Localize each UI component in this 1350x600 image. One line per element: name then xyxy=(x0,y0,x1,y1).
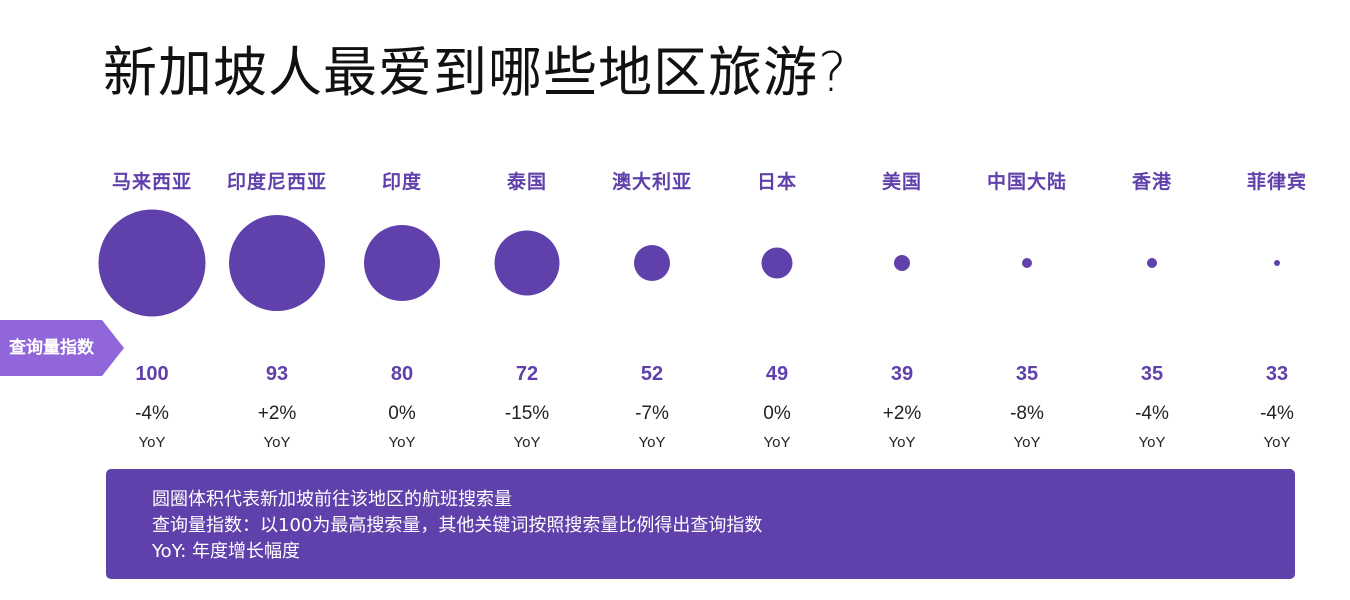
yoy-label: YoY xyxy=(138,434,166,451)
bubble-area: 80 0% YoY xyxy=(340,196,464,451)
bubble-area: 35 -8% YoY xyxy=(965,196,1089,451)
bubble-area: 49 0% YoY xyxy=(715,196,839,451)
bubble-area: 100 -4% YoY xyxy=(90,196,214,451)
region-column: 印度尼西亚 93 +2% YoY xyxy=(215,168,339,451)
index-value: 49 xyxy=(765,363,789,385)
region-column: 印度 80 0% YoY xyxy=(340,168,464,451)
region-column: 菲律宾 33 -4% YoY xyxy=(1215,168,1339,451)
yoy-label: YoY xyxy=(1263,434,1291,451)
region-name: 中国大陆 xyxy=(986,171,1067,193)
index-row-label: 查询量指数 xyxy=(0,320,124,376)
index-value: 80 xyxy=(390,363,414,385)
region-name: 菲律宾 xyxy=(1246,171,1307,193)
yoy-value: 0% xyxy=(388,403,416,424)
yoy-value: -4% xyxy=(135,403,169,424)
region-name: 澳大利亚 xyxy=(611,171,692,193)
bubble-area: 52 -7% YoY xyxy=(590,196,714,451)
yoy-value: -7% xyxy=(635,403,669,424)
index-value: 35 xyxy=(1140,363,1164,385)
yoy-label: YoY xyxy=(638,434,666,451)
index-value: 35 xyxy=(1015,363,1039,385)
bubble-circle xyxy=(364,225,440,301)
bubble-circle xyxy=(229,215,325,311)
bubble-circle xyxy=(761,247,793,279)
region-column: 日本 49 0% YoY xyxy=(715,168,839,451)
yoy-value: -8% xyxy=(1010,403,1044,424)
yoy-label: YoY xyxy=(513,434,541,451)
bubble-area: 39 +2% YoY xyxy=(840,196,964,451)
note-yoy-definition: YoY: 年度增长幅度 xyxy=(152,541,301,562)
index-value: 52 xyxy=(640,363,664,385)
region-name: 马来西亚 xyxy=(111,171,192,193)
yoy-label: YoY xyxy=(1138,434,1166,451)
index-value: 39 xyxy=(890,363,914,385)
page-title: 新加坡人最爱到哪些地区旅游? xyxy=(103,41,848,104)
bubble-circle xyxy=(494,230,560,296)
yoy-value: 0% xyxy=(763,403,791,424)
note-index-definition: 查询量指数：以100为最高搜索量，其他关键词按照搜索量比例得出查询指数 xyxy=(152,515,763,536)
bubble-circle xyxy=(1147,258,1157,268)
bubble-area: 93 +2% YoY xyxy=(215,196,339,451)
yoy-value: +2% xyxy=(257,403,297,424)
yoy-label: YoY xyxy=(1013,434,1041,451)
region-name: 日本 xyxy=(756,171,797,193)
region-name: 泰国 xyxy=(506,171,547,193)
yoy-value: -4% xyxy=(1135,403,1169,424)
index-value: 93 xyxy=(265,363,289,385)
region-name: 美国 xyxy=(881,171,922,193)
bubble-circle xyxy=(98,209,206,317)
yoy-value: +2% xyxy=(882,403,922,424)
region-column: 泰国 72 -15% YoY xyxy=(465,168,589,451)
bubble-circle xyxy=(1274,260,1280,266)
region-column: 马来西亚 100 -4% YoY xyxy=(90,168,214,451)
region-name: 香港 xyxy=(1131,171,1172,193)
yoy-label: YoY xyxy=(388,434,416,451)
bubble-circle xyxy=(634,245,670,281)
yoy-value: -4% xyxy=(1260,403,1294,424)
note-bubble-size: 圆圈体积代表新加坡前往该地区的航班搜索量 xyxy=(152,489,512,510)
legend-note-box: 圆圈体积代表新加坡前往该地区的航班搜索量 查询量指数：以100为最高搜索量，其他… xyxy=(106,469,1295,579)
yoy-value: -15% xyxy=(504,403,550,424)
bubble-area: 33 -4% YoY xyxy=(1215,196,1339,451)
yoy-label: YoY xyxy=(763,434,791,451)
region-column: 美国 39 +2% YoY xyxy=(840,168,964,451)
bubble-area: 35 -4% YoY xyxy=(1090,196,1214,451)
yoy-label: YoY xyxy=(888,434,916,451)
region-name: 印度尼西亚 xyxy=(226,171,327,193)
yoy-label: YoY xyxy=(263,434,291,451)
index-value: 33 xyxy=(1265,363,1289,385)
index-value: 72 xyxy=(515,363,539,385)
bubble-circle xyxy=(894,255,910,271)
bubble-circle xyxy=(1022,258,1032,268)
bubble-area: 72 -15% YoY xyxy=(465,196,589,451)
region-column: 香港 35 -4% YoY xyxy=(1090,168,1214,451)
region-column: 中国大陆 35 -8% YoY xyxy=(965,168,1089,451)
region-column: 澳大利亚 52 -7% YoY xyxy=(590,168,714,451)
region-name: 印度 xyxy=(381,171,422,193)
index-value: 100 xyxy=(135,363,169,385)
